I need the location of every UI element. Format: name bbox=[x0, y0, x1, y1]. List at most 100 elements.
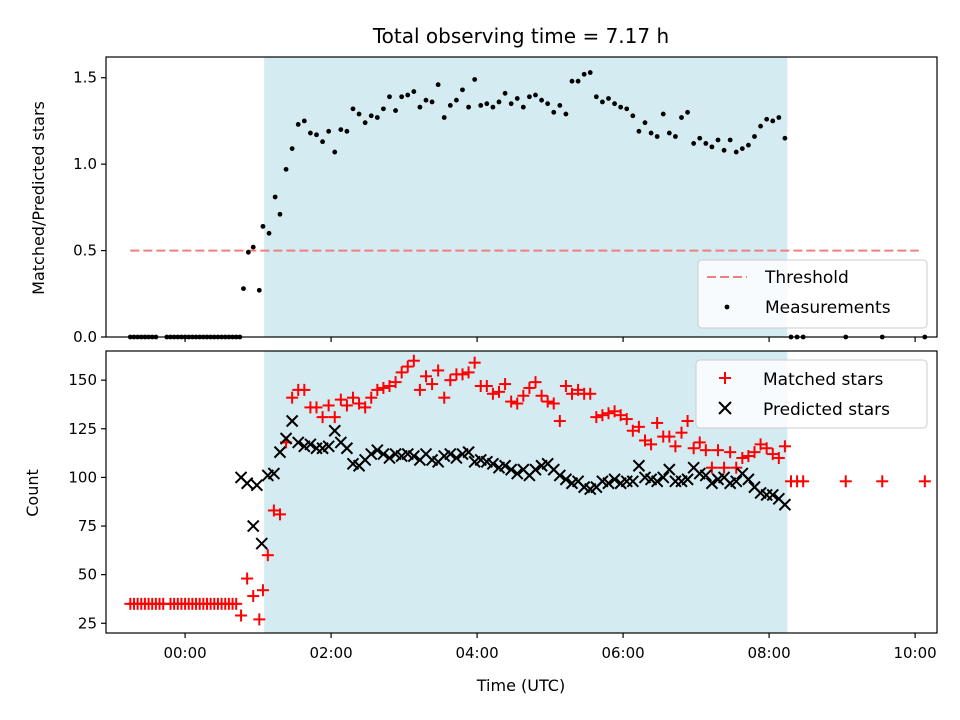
matched-star-point bbox=[687, 442, 700, 455]
predicted-star-point bbox=[407, 449, 421, 463]
measurement-point bbox=[666, 130, 672, 136]
measurement-point bbox=[314, 132, 319, 138]
measurement-point bbox=[715, 137, 721, 143]
measurement-point bbox=[381, 106, 386, 112]
measurement-point bbox=[636, 128, 642, 134]
top-legend: Threshold Measurements bbox=[697, 259, 928, 329]
matched-star-point bbox=[553, 415, 566, 428]
measurement-point bbox=[245, 249, 251, 255]
predicted-star-point bbox=[632, 459, 646, 472]
matched-star-point bbox=[383, 380, 396, 393]
top-y-axis-label: Matched/Predicted stars bbox=[29, 101, 48, 295]
matched-star-point bbox=[267, 504, 280, 517]
y-tick-label: 75 bbox=[78, 517, 97, 535]
matched-stars-points bbox=[124, 354, 931, 626]
predicted-star-point bbox=[328, 424, 341, 437]
bottom-y-ticks: 25 50 75 100 125 150 bbox=[68, 371, 106, 632]
x-tick-label: 10:00 bbox=[893, 644, 936, 662]
measurement-point bbox=[423, 97, 429, 103]
matched-star-point bbox=[797, 475, 810, 488]
top-x-ticks bbox=[184, 337, 916, 342]
y-tick-label: 25 bbox=[78, 614, 97, 632]
legend-measurements-label: Measurements bbox=[765, 298, 891, 318]
matched-star-point bbox=[377, 381, 390, 394]
matched-star-point bbox=[426, 378, 439, 391]
x-axis-label: Time (UTC) bbox=[476, 676, 565, 695]
x-tick-label: 04:00 bbox=[455, 644, 498, 662]
predicted-star-point bbox=[511, 467, 524, 480]
measurement-point bbox=[545, 101, 551, 107]
matched-star-point bbox=[620, 413, 633, 426]
measurement-point bbox=[429, 99, 435, 105]
measurement-point bbox=[679, 115, 684, 120]
measurement-point bbox=[593, 94, 599, 100]
matched-star-point bbox=[253, 613, 266, 626]
chart-title: Total observing time = 7.17 h bbox=[372, 24, 669, 48]
measurement-point bbox=[405, 92, 411, 98]
predicted-star-point bbox=[766, 488, 779, 502]
legend-matched-swatch bbox=[719, 372, 731, 384]
matched-star-point bbox=[261, 549, 274, 562]
matched-star-point bbox=[256, 584, 269, 597]
matched-star-point bbox=[438, 391, 451, 404]
x-tick-label: 02:00 bbox=[309, 644, 352, 662]
measurement-point bbox=[685, 109, 690, 115]
measurement-point bbox=[466, 104, 471, 110]
predicted-star-point bbox=[559, 473, 573, 486]
matched-star-point bbox=[651, 416, 664, 429]
matched-star-point bbox=[456, 368, 469, 381]
matched-star-point bbox=[462, 366, 475, 379]
bottom-x-ticks: 00:00 02:00 04:00 06:00 08:00 10:00 bbox=[163, 633, 937, 662]
measurement-point bbox=[575, 78, 581, 84]
measurement-point bbox=[703, 141, 709, 146]
matched-star-point bbox=[663, 430, 676, 443]
measurement-point bbox=[338, 127, 344, 132]
y-tick-label: 0.5 bbox=[73, 242, 97, 260]
matched-star-point bbox=[772, 451, 785, 464]
measurement-point bbox=[490, 104, 496, 110]
measurement-point bbox=[697, 135, 703, 141]
matched-star-point bbox=[395, 366, 408, 379]
matched-star-point bbox=[736, 451, 749, 464]
matched-star-point bbox=[353, 397, 366, 410]
measurement-point bbox=[520, 104, 526, 110]
matched-star-point bbox=[407, 354, 420, 367]
predicted-star-point bbox=[273, 445, 287, 459]
measurement-point bbox=[551, 109, 557, 115]
predicted-star-point bbox=[292, 436, 305, 449]
measurement-point bbox=[411, 89, 417, 94]
measurement-point bbox=[514, 96, 520, 101]
measurement-point bbox=[277, 211, 283, 217]
predicted-star-point bbox=[650, 475, 664, 488]
predicted-star-point bbox=[705, 477, 719, 490]
y-tick-label: 100 bbox=[68, 468, 97, 486]
measurement-point bbox=[758, 123, 763, 129]
predicted-star-point bbox=[304, 438, 317, 451]
predicted-star-point bbox=[529, 463, 542, 476]
measurement-point bbox=[301, 118, 307, 124]
measurement-point bbox=[624, 106, 630, 112]
matched-star-point bbox=[505, 395, 518, 408]
measurement-point bbox=[250, 244, 256, 250]
legend-threshold-label: Threshold bbox=[764, 268, 849, 288]
predicted-star-point bbox=[279, 432, 293, 445]
matched-star-point bbox=[572, 383, 585, 396]
measurement-point bbox=[606, 96, 611, 101]
measurement-point bbox=[272, 194, 278, 200]
measurement-point bbox=[600, 99, 605, 105]
predicted-star-point bbox=[247, 519, 260, 533]
matched-star-point bbox=[334, 393, 347, 406]
matched-star-point bbox=[724, 446, 737, 459]
matched-star-point bbox=[754, 438, 767, 451]
top-panel: 0.0 0.5 1.0 1.5 Total observing time = 7.17… bbox=[29, 24, 938, 346]
measurement-point bbox=[770, 118, 776, 124]
measurement-point bbox=[746, 142, 751, 148]
measurement-point bbox=[496, 99, 502, 105]
matched-star-point bbox=[766, 448, 779, 461]
matched-star-point bbox=[273, 508, 286, 521]
matched-star-point bbox=[626, 424, 639, 437]
measurement-point bbox=[393, 108, 398, 113]
top-y-ticks: 0.0 0.5 1.0 1.5 bbox=[73, 69, 106, 346]
matched-star-point bbox=[298, 383, 311, 396]
